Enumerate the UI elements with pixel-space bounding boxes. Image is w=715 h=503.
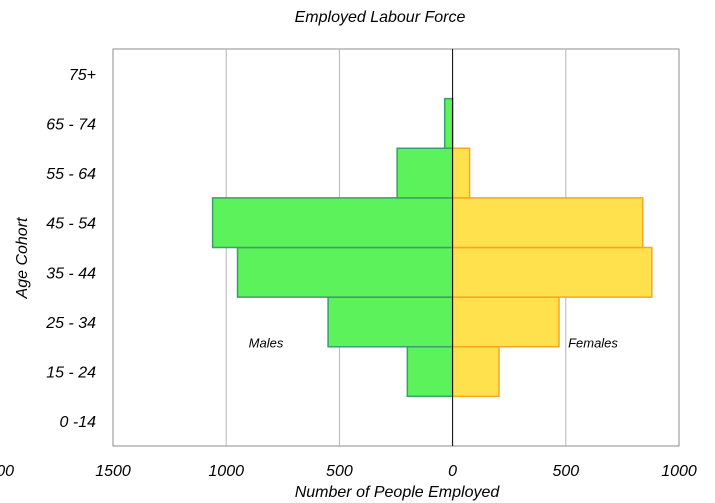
y-axis-title: Age Cohort: [14, 217, 31, 299]
series-label-females: Females: [568, 336, 618, 351]
y-tick-label: 25 - 34: [45, 315, 96, 332]
x-tick-label: 1000: [208, 463, 244, 480]
female-bar: [451, 197, 644, 249]
x-tick-label: 2000: [0, 463, 14, 480]
plot-area: 0 -14 15 - 24 25 - 34 35 - 44 45 - 54 55 - 64…: [0, 48, 697, 480]
x-tick-label: 0: [448, 463, 457, 480]
y-tick-label: 65 - 74: [46, 116, 96, 133]
x-axis-title: Number of People Employed: [295, 484, 501, 501]
male-bar: [406, 346, 454, 398]
y-tick-label: 75+: [69, 67, 96, 84]
y-tick-label: 45 - 54: [46, 216, 96, 233]
chart-title: Employed Labour Force: [295, 9, 466, 26]
y-tick-label: 0 -14: [60, 414, 97, 431]
female-bar: [451, 246, 653, 298]
female-bar: [451, 296, 560, 348]
female-bar: [451, 147, 471, 199]
x-tick-label: 500: [326, 463, 353, 480]
female-bar: [451, 346, 500, 398]
male-bar: [396, 147, 454, 199]
male-bar: [327, 296, 454, 348]
y-tick-label: 15 - 24: [46, 365, 96, 382]
x-tick-label: 500: [552, 463, 579, 480]
plot-frame: [112, 48, 680, 447]
y-tick-label: 35 - 44: [46, 265, 96, 282]
series-label-males: Males: [249, 336, 284, 351]
y-tick-label: 55 - 64: [46, 166, 96, 183]
x-tick-label: 1000: [661, 463, 697, 480]
male-bar: [211, 197, 454, 249]
male-bar: [443, 97, 454, 149]
x-tick-label: 1500: [95, 463, 131, 480]
male-bar: [236, 246, 454, 298]
